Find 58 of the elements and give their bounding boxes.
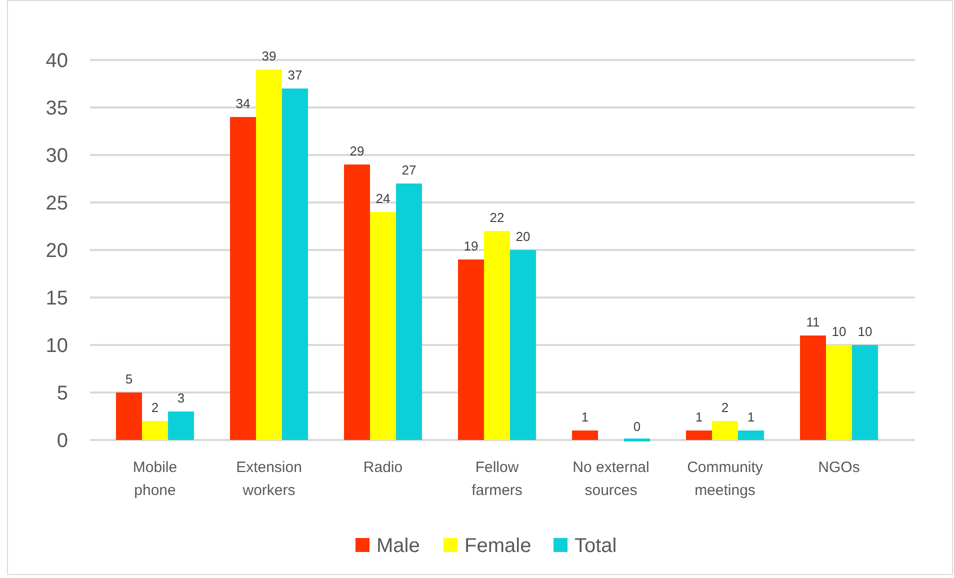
x-tick-label: NGOs: [818, 459, 860, 476]
data-label: 24: [376, 191, 390, 206]
data-label: 2: [721, 400, 729, 415]
data-label: 3: [177, 390, 185, 406]
data-label: 11: [806, 314, 820, 330]
data-label: 0: [633, 419, 641, 434]
bar: [116, 392, 142, 440]
legend-label: Female: [464, 535, 532, 557]
bar: [852, 345, 878, 440]
x-tick-label: Extension workers: [236, 459, 302, 499]
data-label: 1: [695, 410, 703, 424]
legend-label: Total: [574, 535, 617, 557]
bar: [712, 421, 738, 440]
data-label: 2: [151, 400, 159, 415]
y-tick-label: 15: [46, 288, 68, 310]
bar: [686, 430, 712, 440]
y-tick-label: 25: [46, 192, 68, 214]
bar: [396, 184, 422, 440]
bar: [142, 421, 168, 440]
legend-label: Male: [376, 535, 420, 557]
x-tick-label: Fellow farmers: [472, 459, 522, 499]
data-label: 10: [832, 324, 846, 339]
x-tick-label: Radio: [363, 459, 403, 476]
bar: [458, 260, 484, 440]
bar: [168, 412, 194, 440]
bar: [370, 212, 396, 440]
y-tick-label: 0: [56, 430, 68, 452]
bar: [510, 250, 536, 440]
data-label: 1: [581, 410, 589, 424]
bar: [484, 231, 510, 440]
data-label: 20: [516, 229, 530, 244]
x-tick-label: Community meetings: [687, 459, 764, 499]
y-tick-label: 20: [46, 240, 68, 262]
data-label: 37: [288, 68, 302, 82]
bar: [282, 88, 308, 440]
bar: [572, 430, 598, 440]
x-tick-label: Mobile phone: [132, 459, 178, 499]
x-tick-label: No external sources: [572, 459, 650, 499]
bar: [826, 345, 852, 440]
bar: [738, 430, 764, 440]
y-tick-label: 30: [46, 145, 68, 167]
bar: [256, 70, 282, 440]
y-tick-label: 5: [56, 382, 68, 404]
data-label: 29: [350, 144, 364, 158]
data-label: 19: [464, 238, 478, 254]
data-label: 34: [236, 96, 250, 111]
y-tick-label: 35: [46, 98, 68, 120]
data-label: 22: [490, 210, 504, 225]
data-label: 39: [262, 48, 276, 64]
bar: [800, 336, 826, 440]
data-label: 27: [402, 162, 416, 178]
bar: [230, 117, 256, 440]
data-label: 1: [747, 410, 755, 424]
y-tick-label: 10: [46, 335, 68, 357]
y-tick-label: 40: [46, 50, 68, 72]
data-label: 5: [125, 372, 133, 386]
bar: [344, 164, 370, 440]
data-label: 10: [858, 324, 872, 339]
